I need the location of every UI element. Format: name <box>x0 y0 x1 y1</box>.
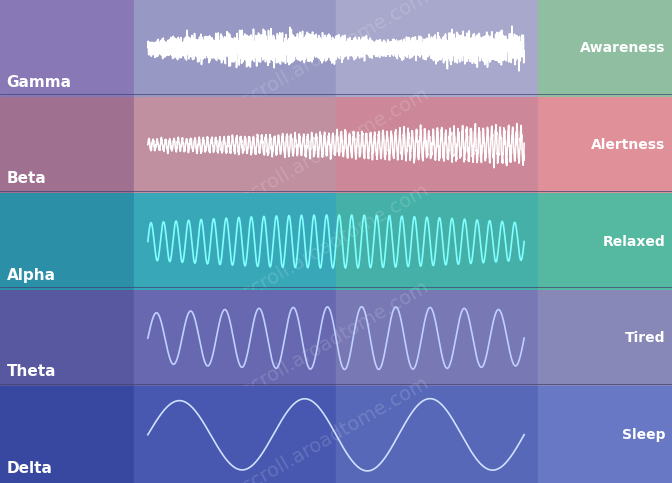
Bar <box>538 193 672 290</box>
Bar <box>134 0 336 97</box>
Bar <box>0 0 134 97</box>
Bar <box>538 97 672 193</box>
Text: (+25 Hz): (+25 Hz) <box>7 97 50 106</box>
Bar <box>0 97 134 193</box>
Bar <box>538 0 672 97</box>
Bar <box>134 386 336 483</box>
Bar <box>538 386 672 483</box>
Text: Gamma: Gamma <box>7 74 72 90</box>
Text: Alertness: Alertness <box>591 138 665 152</box>
Text: Delta: Delta <box>7 461 52 476</box>
Bar <box>134 290 336 386</box>
Text: scroll.aroadtome.com: scroll.aroadtome.com <box>239 277 433 399</box>
Bar <box>336 0 538 97</box>
Text: scroll.aroadtome.com: scroll.aroadtome.com <box>239 0 433 110</box>
Bar <box>336 193 538 290</box>
Bar <box>0 290 134 386</box>
Text: Tired: Tired <box>625 331 665 345</box>
Text: Relaxed: Relaxed <box>603 235 665 248</box>
Bar <box>336 386 538 483</box>
Bar <box>336 290 538 386</box>
Text: Alpha: Alpha <box>7 268 56 283</box>
Bar <box>336 97 538 193</box>
Text: (8-12 Hz): (8-12 Hz) <box>7 290 52 299</box>
Bar <box>134 193 336 290</box>
Text: Sleep: Sleep <box>622 428 665 441</box>
Text: Theta: Theta <box>7 364 56 380</box>
Text: scroll.aroadtome.com: scroll.aroadtome.com <box>239 180 433 303</box>
Bar <box>0 386 134 483</box>
Text: Awareness: Awareness <box>580 42 665 55</box>
Text: scroll.aroadtome.com: scroll.aroadtome.com <box>239 84 433 206</box>
Bar <box>0 193 134 290</box>
Bar <box>134 97 336 193</box>
Text: scroll.aroadtome.com: scroll.aroadtome.com <box>239 373 433 483</box>
Text: Beta: Beta <box>7 171 46 186</box>
Text: (4-7 Hz): (4-7 Hz) <box>7 386 46 396</box>
Text: (13-25Hz): (13-25Hz) <box>7 193 55 203</box>
Bar <box>538 290 672 386</box>
